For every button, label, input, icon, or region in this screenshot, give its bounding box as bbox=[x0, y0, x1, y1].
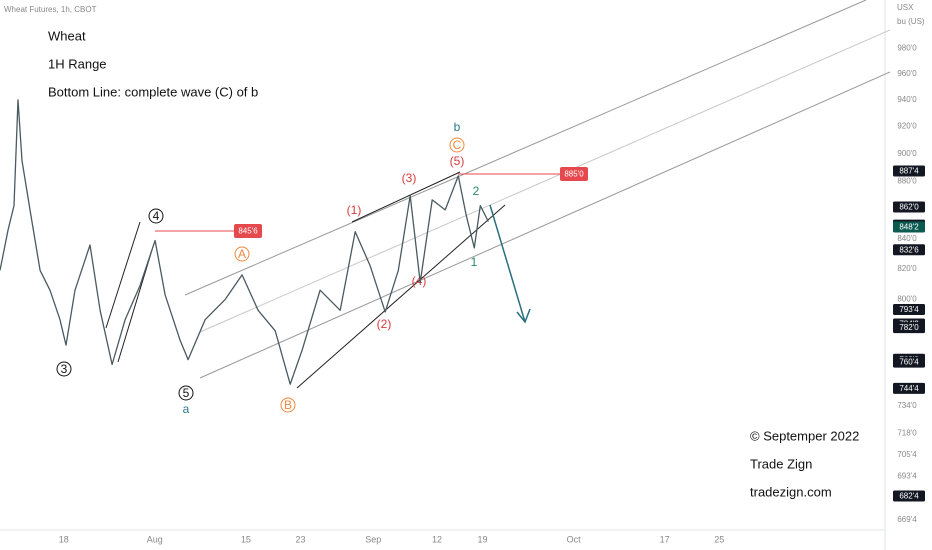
y-tick-label: 693'4 bbox=[897, 471, 917, 480]
symbol-header: Wheat Futures, 1h, CBOT bbox=[4, 5, 97, 14]
x-tick-label: Oct bbox=[567, 534, 582, 544]
channel-line bbox=[184, 0, 867, 296]
price-marker bbox=[893, 322, 925, 334]
wave-label: 3 bbox=[61, 362, 68, 376]
wave-circle bbox=[56, 361, 72, 377]
price-marker bbox=[893, 221, 925, 233]
wedge-line bbox=[105, 221, 141, 329]
wedge-line bbox=[351, 171, 461, 223]
price-marker bbox=[893, 356, 925, 368]
y-tick-label: 840'0 bbox=[897, 234, 917, 243]
y-tick-label: 718'0 bbox=[897, 428, 917, 437]
wave-label: 5 bbox=[183, 386, 190, 400]
wave-label: (1) bbox=[347, 203, 362, 217]
y-tick-label: 960'0 bbox=[897, 69, 917, 78]
wave-circle bbox=[449, 137, 465, 153]
annotation: tradezign.com bbox=[750, 484, 832, 499]
level-text: 885'0 bbox=[564, 170, 584, 179]
x-tick-label: 15 bbox=[241, 534, 251, 544]
arrow-head bbox=[516, 308, 531, 324]
price-marker bbox=[893, 244, 925, 256]
price-marker-label: 848'2 bbox=[899, 223, 919, 232]
y-tick-label: 734'0 bbox=[897, 401, 917, 410]
wave-label: B bbox=[284, 398, 292, 412]
price-marker bbox=[893, 201, 925, 213]
unit: bu (US) bbox=[897, 17, 925, 26]
channel-line bbox=[199, 29, 891, 333]
level-box bbox=[234, 224, 262, 238]
wave-circle bbox=[148, 208, 164, 224]
channel-line bbox=[199, 71, 891, 379]
annotation: 1H Range bbox=[48, 56, 107, 71]
y-tick-label: 820'0 bbox=[897, 264, 917, 273]
currency: USX bbox=[897, 3, 914, 12]
wave-circle bbox=[280, 397, 296, 413]
price-marker-label: 793'4 bbox=[899, 305, 919, 314]
wave-label: (3) bbox=[402, 171, 417, 185]
x-tick-label: 18 bbox=[59, 534, 69, 544]
price-marker bbox=[893, 165, 925, 177]
x-tick-label: 19 bbox=[478, 534, 488, 544]
x-tick-label: 12 bbox=[432, 534, 442, 544]
price-marker-label: 862'0 bbox=[899, 203, 919, 212]
annotation: © Septemper 2022 bbox=[750, 428, 859, 443]
y-tick-label: 980'0 bbox=[897, 43, 917, 52]
wave-label: a bbox=[183, 402, 190, 416]
annotation: Bottom Line: complete wave (C) of b bbox=[48, 84, 258, 99]
price-marker-label: 744'4 bbox=[899, 384, 919, 393]
price-marker bbox=[893, 382, 925, 394]
wave-label: 1 bbox=[471, 255, 478, 269]
x-tick-label: Aug bbox=[147, 534, 163, 544]
wave-label: 4 bbox=[153, 209, 160, 223]
wave-circle bbox=[234, 246, 250, 262]
wedge-line bbox=[296, 204, 506, 389]
wave-label: (2) bbox=[377, 317, 392, 331]
annotation: Trade Zign bbox=[750, 456, 812, 471]
wave-label: A bbox=[238, 247, 246, 261]
level-text: 845'6 bbox=[238, 227, 258, 236]
level-box bbox=[560, 167, 588, 181]
y-tick-label: 705'4 bbox=[897, 450, 917, 459]
forecast-arrow bbox=[489, 204, 526, 323]
y-tick-label: 940'0 bbox=[897, 95, 917, 104]
y-tick-label: 880'0 bbox=[897, 177, 917, 186]
price-marker-label: 682'4 bbox=[899, 492, 919, 501]
y-tick-label: 920'0 bbox=[897, 122, 917, 131]
x-tick-label: 17 bbox=[660, 534, 670, 544]
price-line bbox=[0, 99, 489, 385]
wave-label: 2 bbox=[473, 184, 480, 198]
y-tick-label: 900'0 bbox=[897, 149, 917, 158]
x-tick-label: 25 bbox=[714, 534, 724, 544]
wave-label: b bbox=[454, 120, 461, 134]
price-marker bbox=[893, 490, 925, 502]
annotation: Wheat bbox=[48, 28, 86, 43]
price-marker-label: 832'6 bbox=[899, 245, 919, 254]
y-tick-label: 669'4 bbox=[897, 515, 917, 524]
price-marker-label: 760'4 bbox=[899, 358, 919, 367]
wave-label: (4) bbox=[412, 274, 427, 288]
wave-label: C bbox=[453, 138, 462, 152]
price-marker-label: 782'0 bbox=[899, 323, 919, 332]
y-tick-label: 800'0 bbox=[897, 295, 917, 304]
x-tick-label: 23 bbox=[295, 534, 305, 544]
wave-circle bbox=[178, 385, 194, 401]
price-marker bbox=[893, 304, 925, 316]
x-tick-label: Sep bbox=[365, 534, 381, 544]
wave-label: (5) bbox=[450, 154, 465, 168]
price-marker-label: 887'4 bbox=[899, 167, 919, 176]
